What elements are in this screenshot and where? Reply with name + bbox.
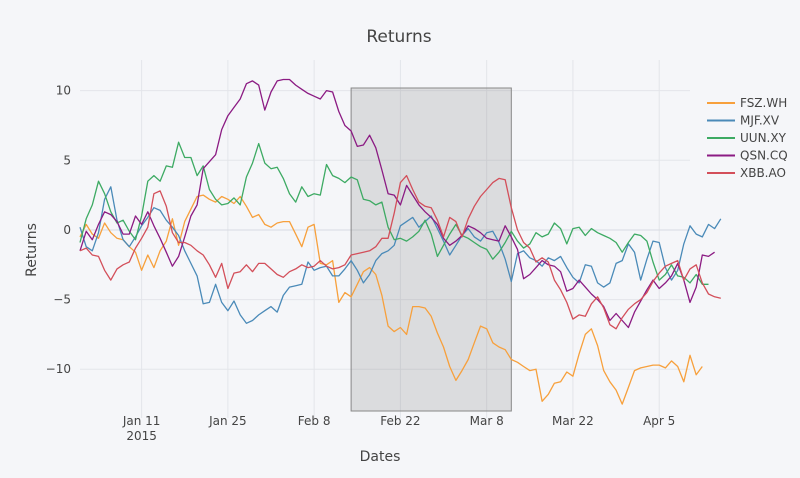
- x-tick-sublabel: 2015: [126, 429, 157, 443]
- highlight-rect: [350, 87, 512, 412]
- x-tick-label: Jan 25: [208, 414, 247, 428]
- x-axis-title: Dates: [360, 449, 401, 465]
- grid: [80, 60, 690, 418]
- y-axis-title: Returns: [24, 223, 40, 277]
- legend-item[interactable]: XBB.AO: [707, 166, 786, 180]
- legend-item[interactable]: QSN.CQ: [707, 149, 788, 163]
- y-tick-label: −5: [53, 293, 71, 307]
- series-line-fsz-wh[interactable]: [79, 194, 703, 405]
- legend-label: XBB.AO: [740, 166, 786, 180]
- legend-label: MJF.XV: [740, 114, 780, 128]
- legend[interactable]: FSZ.WH MJF.XV UUN.XY QSN.CQ XBB.AO: [707, 96, 788, 180]
- y-tick-label: −10: [46, 362, 71, 376]
- legend-label: UUN.XY: [740, 131, 787, 145]
- series-line-mjf-xv[interactable]: [79, 186, 722, 324]
- y-tick-label: 10: [56, 84, 71, 98]
- legend-label: FSZ.WH: [740, 96, 787, 110]
- x-tick-label: Apr 5: [643, 414, 675, 428]
- y-tick-label: 0: [63, 223, 71, 237]
- legend-item[interactable]: MJF.XV: [707, 114, 780, 128]
- y-tick-label: 5: [63, 153, 71, 167]
- x-tick-label: Feb 22: [380, 414, 420, 428]
- series-lines: [79, 78, 722, 405]
- x-tick-label: Feb 8: [298, 414, 331, 428]
- highlight-region: [350, 87, 512, 412]
- legend-item[interactable]: FSZ.WH: [707, 96, 787, 110]
- x-tick-label: Jan 11: [122, 414, 161, 428]
- x-tick-label: Mar 8: [470, 414, 504, 428]
- legend-label: QSN.CQ: [740, 149, 788, 163]
- series-line-xbb-ao[interactable]: [79, 174, 721, 330]
- series-line-uun-xy[interactable]: [79, 141, 709, 285]
- legend-item[interactable]: UUN.XY: [707, 131, 787, 145]
- chart-title: Returns: [366, 27, 431, 47]
- plot-area: [80, 60, 690, 418]
- x-tick-label: Mar 22: [552, 414, 594, 428]
- y-axis-ticks: 10 5 0 −5 −10: [46, 84, 71, 377]
